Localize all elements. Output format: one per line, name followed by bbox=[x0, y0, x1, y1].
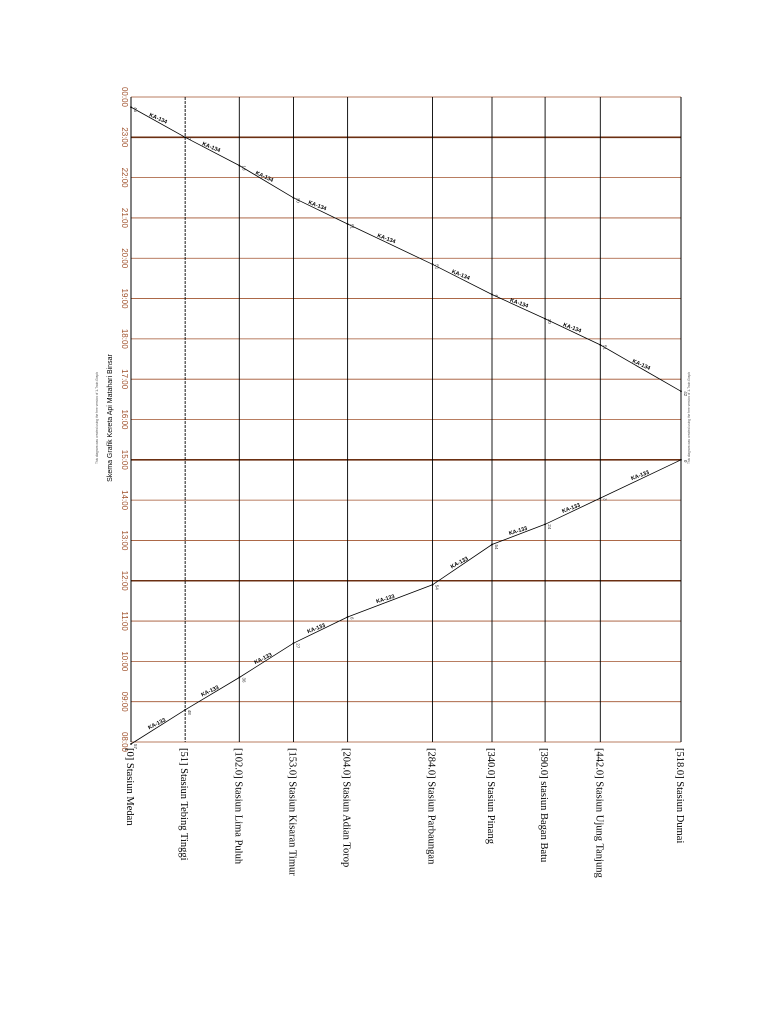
stop-point bbox=[130, 106, 132, 108]
stop-point bbox=[599, 497, 602, 500]
station-label: [518.0] Stasiun Dumai bbox=[674, 748, 685, 843]
train-label: KA-133 bbox=[450, 556, 470, 570]
stop-minute-label: 51 bbox=[435, 264, 440, 270]
stop-point bbox=[491, 293, 493, 296]
station-label: [51] Stasiun Tebing Tinggi bbox=[178, 748, 189, 861]
time-tick-label: 16:00 bbox=[120, 409, 129, 430]
time-tick-label: 00:00 bbox=[120, 87, 129, 108]
stop-minute-label: 0 bbox=[683, 460, 688, 463]
time-tick-label: 20:00 bbox=[120, 248, 129, 269]
station-label: [102.0] Stasiun Lima Puluh bbox=[232, 748, 243, 865]
train-label: KA-134 bbox=[562, 322, 583, 335]
time-tick-label: 11:00 bbox=[120, 611, 129, 631]
stop-minute-label: 45 bbox=[133, 107, 138, 113]
station-label: [284.0] Stasiun Parbaungan bbox=[426, 748, 437, 865]
train-label: KA-133 bbox=[200, 685, 220, 699]
time-tick-label: 17:00 bbox=[120, 369, 129, 390]
station-label: [340.0] Stasiun Pinang bbox=[485, 748, 496, 845]
stop-point bbox=[130, 743, 132, 745]
stop-point bbox=[346, 223, 349, 225]
stop-point bbox=[292, 196, 295, 199]
stop-minute-label: 6 bbox=[494, 295, 499, 298]
stop-minute-label: 27 bbox=[295, 643, 300, 649]
train-label: KA-134 bbox=[451, 269, 472, 282]
stop-point bbox=[292, 642, 295, 645]
station-label: [153.0] Stasiun Kisaran Timur bbox=[286, 748, 297, 876]
stop-minute-label: 30 bbox=[547, 319, 552, 325]
time-tick-label: 18:00 bbox=[120, 329, 129, 350]
train-label: KA-134 bbox=[307, 200, 328, 213]
series-layer bbox=[130, 106, 682, 745]
time-tick-label: 14:00 bbox=[120, 490, 129, 511]
stop-point bbox=[599, 344, 602, 346]
stop-minute-label: 30 bbox=[295, 198, 300, 204]
stop-minute-label: 42 bbox=[683, 391, 688, 397]
train-label: KA-133 bbox=[147, 717, 167, 731]
train-label: KA-133 bbox=[561, 503, 581, 515]
stop-minute-label: 0 bbox=[187, 137, 192, 140]
stop-point bbox=[184, 708, 187, 711]
train-label: KA-134 bbox=[631, 359, 652, 373]
stop-minute-label: 51 bbox=[350, 224, 355, 230]
label-layer: 08:00 09:00 10:00 11:00 12:00 13:00 14:00 15:00… bbox=[120, 87, 688, 878]
time-tick-label: 09:00 bbox=[120, 692, 129, 713]
stop-minute-label: 24 bbox=[547, 524, 552, 530]
stop-minute-label: 54 bbox=[494, 544, 499, 550]
chart-note-repeat: This diagram was created using the free … bbox=[687, 372, 691, 464]
time-tick-label: 23:00 bbox=[120, 127, 129, 148]
stop-minute-label: 54 bbox=[435, 585, 440, 591]
stop-point bbox=[491, 543, 493, 546]
station-label: [0] Stasiun Medan bbox=[124, 748, 135, 826]
time-tick-label: 19:00 bbox=[120, 289, 129, 310]
stop-point bbox=[431, 583, 434, 586]
stop-point bbox=[184, 136, 187, 139]
stop-minute-label: 36 bbox=[241, 678, 246, 684]
train-label: KA-134 bbox=[376, 233, 397, 246]
time-tick-label: 10:00 bbox=[120, 651, 129, 672]
train-label: KA-133 bbox=[376, 594, 396, 605]
chart-note: This diagram was created using the free … bbox=[95, 372, 99, 464]
train-label: KA-134 bbox=[148, 112, 169, 126]
stop-minute-label: 57 bbox=[133, 744, 138, 750]
station-label: [390.0] stasiun Bagan Batu bbox=[538, 748, 549, 863]
stop-minute-label: 3 bbox=[602, 498, 607, 501]
train-label: KA-134 bbox=[201, 141, 222, 154]
stop-point bbox=[238, 676, 241, 679]
stop-point bbox=[431, 263, 434, 266]
train-label: KA-133 bbox=[630, 470, 650, 482]
stop-point bbox=[238, 164, 241, 167]
time-tick-label: 12:00 bbox=[120, 571, 129, 592]
time-tick-label: 21:00 bbox=[120, 208, 129, 229]
stop-point bbox=[544, 317, 546, 320]
series-line-ka-133 bbox=[130, 459, 682, 745]
train-label: KA-133 bbox=[307, 623, 327, 635]
station-label: [442.0] Stasiun Ujung Tanjung bbox=[593, 748, 604, 878]
stop-minute-label: 6 bbox=[350, 617, 355, 620]
chart-title: Skema Grafik Kereta Api Matahari Binsar bbox=[107, 354, 114, 482]
series-line-ka-134 bbox=[130, 106, 682, 392]
stop-point bbox=[544, 523, 546, 526]
stop-minute-label: 48 bbox=[187, 710, 192, 716]
stop-point bbox=[346, 616, 349, 618]
time-tick-label: 22:00 bbox=[120, 168, 129, 189]
grid-layer bbox=[130, 96, 682, 743]
stop-point bbox=[680, 458, 682, 461]
time-tick-label: 08:00 bbox=[120, 732, 129, 753]
stop-point bbox=[680, 390, 682, 393]
time-tick-label: 15:00 bbox=[120, 450, 129, 471]
train-label: KA-134 bbox=[509, 298, 530, 310]
stop-minute-label: 51 bbox=[602, 345, 607, 351]
train-label: KA-133 bbox=[508, 526, 528, 537]
time-tick-label: 13:00 bbox=[120, 530, 129, 551]
stop-minute-label: 18 bbox=[241, 166, 246, 172]
station-label: [204.0] Stasiun Adian Torop bbox=[341, 748, 352, 867]
train-label: KA-133 bbox=[253, 652, 273, 666]
